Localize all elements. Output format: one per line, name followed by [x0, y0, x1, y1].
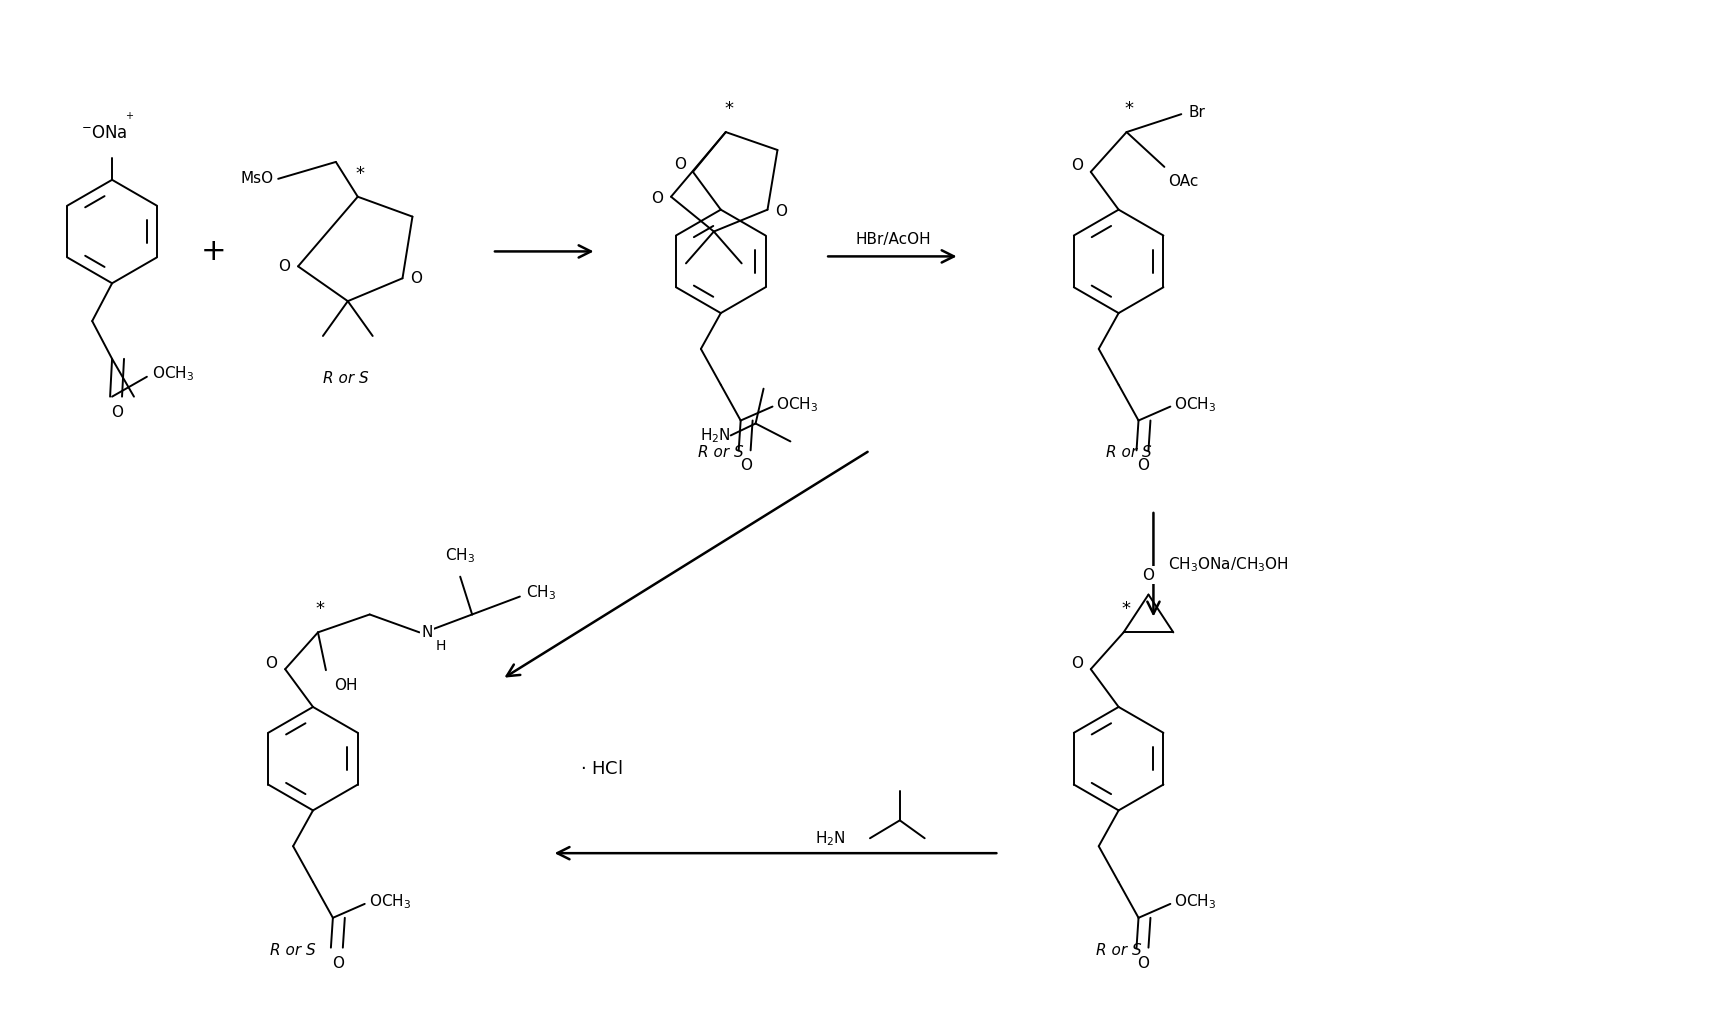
Text: R or S: R or S	[1095, 942, 1142, 958]
Text: R or S: R or S	[697, 445, 744, 460]
Text: R or S: R or S	[324, 371, 368, 386]
Text: *: *	[355, 165, 365, 182]
Text: H: H	[436, 640, 446, 653]
Text: O: O	[1071, 159, 1083, 173]
Text: H$_2$N: H$_2$N	[701, 426, 730, 445]
Text: O: O	[675, 158, 687, 172]
Text: O: O	[650, 192, 663, 206]
Text: OH: OH	[334, 678, 358, 693]
Text: *: *	[1121, 600, 1130, 618]
Text: O: O	[279, 259, 291, 274]
Text: MsO: MsO	[240, 171, 273, 186]
Text: O: O	[265, 656, 277, 671]
Text: HBr/AcOH: HBr/AcOH	[855, 232, 931, 247]
Text: *: *	[725, 100, 734, 118]
Text: OCH$_3$: OCH$_3$	[1175, 893, 1216, 912]
Text: +: +	[201, 237, 227, 266]
Text: OCH$_3$: OCH$_3$	[777, 396, 818, 414]
Text: O: O	[111, 405, 123, 419]
Text: OAc: OAc	[1168, 174, 1199, 188]
Text: R or S: R or S	[270, 942, 317, 958]
Text: R or S: R or S	[1105, 445, 1152, 460]
Text: O: O	[775, 204, 787, 219]
Text: O: O	[1138, 458, 1149, 474]
Text: *: *	[315, 600, 325, 618]
Text: H$_2$N: H$_2$N	[815, 829, 846, 848]
Text: O: O	[332, 956, 344, 970]
Text: $^{-}$ONa: $^{-}$ONa	[81, 124, 128, 142]
Text: $^{+}$: $^{+}$	[125, 111, 135, 125]
Text: CH$_3$: CH$_3$	[526, 583, 555, 602]
Text: O: O	[1142, 568, 1154, 583]
Text: CH$_3$: CH$_3$	[445, 546, 476, 564]
Text: *: *	[1124, 100, 1133, 118]
Text: O: O	[1138, 956, 1149, 970]
Text: O: O	[410, 271, 422, 285]
Text: OCH$_3$: OCH$_3$	[368, 893, 410, 912]
Text: CH$_3$ONa/CH$_3$OH: CH$_3$ONa/CH$_3$OH	[1168, 555, 1289, 574]
Text: N: N	[422, 625, 432, 640]
Text: O: O	[1071, 656, 1083, 671]
Text: $\cdot$ HCl: $\cdot$ HCl	[580, 759, 623, 778]
Text: OCH$_3$: OCH$_3$	[1175, 396, 1216, 414]
Text: Br: Br	[1189, 105, 1206, 119]
Text: O: O	[740, 458, 751, 474]
Text: OCH$_3$: OCH$_3$	[152, 365, 194, 383]
